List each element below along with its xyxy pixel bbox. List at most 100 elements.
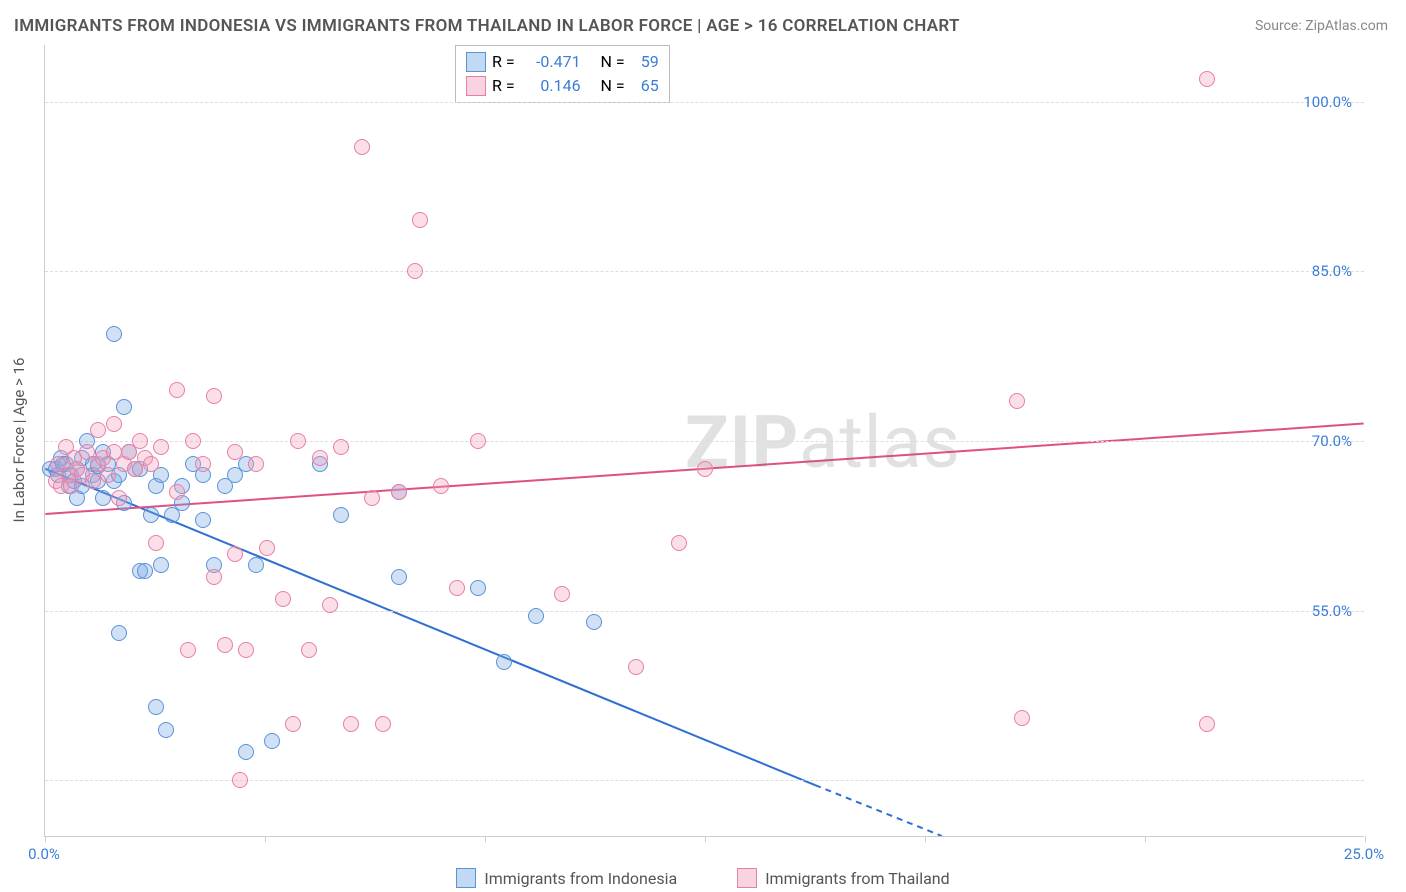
data-point: [153, 557, 169, 573]
data-point: [1199, 71, 1215, 87]
data-point: [95, 490, 111, 506]
legend-item-indonesia: Immigrants from Indonesia: [456, 868, 677, 888]
data-point: [259, 540, 275, 556]
data-point: [106, 326, 122, 342]
data-point: [528, 608, 544, 624]
y-axis-label: In Labor Force | Age > 16: [10, 358, 28, 523]
legend-row-blue: R = -0.471 N = 59: [466, 50, 659, 74]
data-point: [301, 642, 317, 658]
data-point: [333, 507, 349, 523]
gridline: [45, 102, 1364, 103]
data-point: [206, 569, 222, 585]
data-point: [628, 659, 644, 675]
data-point: [148, 699, 164, 715]
data-point: [238, 642, 254, 658]
y-tick-label: 100.0%: [1303, 93, 1352, 111]
watermark: ZIPatlas: [685, 400, 961, 485]
data-point: [100, 467, 116, 483]
legend-swatch-blue: [466, 52, 486, 72]
x-tick: [1145, 836, 1146, 842]
data-point: [496, 654, 512, 670]
n-label: N =: [601, 50, 625, 74]
data-point: [1014, 710, 1030, 726]
data-point: [143, 507, 159, 523]
legend-label: Immigrants from Thailand: [765, 869, 949, 888]
data-point: [275, 591, 291, 607]
watermark-rest: atlas: [799, 400, 961, 485]
data-point: [312, 450, 328, 466]
data-point: [185, 433, 201, 449]
data-point: [111, 625, 127, 641]
trend-line: [45, 469, 815, 785]
legend-swatch-pink: [737, 868, 757, 888]
correlation-legend: R = -0.471 N = 59 R = 0.146 N = 65: [455, 45, 670, 103]
data-point: [195, 456, 211, 472]
data-point: [554, 586, 570, 602]
data-point: [227, 444, 243, 460]
data-point: [290, 433, 306, 449]
data-point: [206, 388, 222, 404]
data-point: [470, 580, 486, 596]
trend-line-dashed: [815, 785, 942, 836]
gridline: [45, 441, 1364, 442]
x-tick: [925, 836, 926, 842]
x-tick: [485, 836, 486, 842]
gridline: [45, 611, 1364, 612]
data-point: [90, 422, 106, 438]
data-point: [180, 642, 196, 658]
legend-item-thailand: Immigrants from Thailand: [737, 868, 949, 888]
data-point: [412, 212, 428, 228]
y-tick-label: 70.0%: [1312, 432, 1352, 450]
chart-title: IMMIGRANTS FROM INDONESIA VS IMMIGRANTS …: [14, 16, 960, 36]
n-value: 59: [631, 50, 659, 74]
data-point: [671, 535, 687, 551]
data-point: [285, 716, 301, 732]
data-point: [322, 597, 338, 613]
legend-swatch-blue: [456, 868, 476, 888]
r-value: 0.146: [521, 74, 581, 98]
data-point: [697, 461, 713, 477]
data-point: [433, 478, 449, 494]
data-point: [195, 512, 211, 528]
r-label: R =: [492, 50, 515, 74]
data-point: [137, 563, 153, 579]
data-point: [343, 716, 359, 732]
n-value: 65: [631, 74, 659, 98]
y-tick-label: 85.0%: [1312, 262, 1352, 280]
r-value: -0.471: [521, 50, 581, 74]
legend-row-pink: R = 0.146 N = 65: [466, 74, 659, 98]
data-point: [106, 416, 122, 432]
x-tick: [705, 836, 706, 842]
data-point: [264, 733, 280, 749]
gridline: [45, 271, 1364, 272]
data-point: [407, 263, 423, 279]
data-point: [354, 139, 370, 155]
data-point: [85, 473, 101, 489]
n-label: N =: [601, 74, 625, 98]
source-label: Source: ZipAtlas.com: [1255, 18, 1388, 34]
plot-area: ZIPatlas R = -0.471 N = 59 R = 0.146 N =…: [44, 45, 1364, 837]
data-point: [248, 456, 264, 472]
data-point: [132, 433, 148, 449]
x-tick-label: 25.0%: [1344, 845, 1384, 863]
legend-label: Immigrants from Indonesia: [484, 869, 677, 888]
data-point: [364, 490, 380, 506]
data-point: [391, 569, 407, 585]
data-point: [227, 546, 243, 562]
data-point: [375, 716, 391, 732]
data-point: [238, 744, 254, 760]
x-tick: [265, 836, 266, 842]
data-point: [153, 439, 169, 455]
data-point: [217, 637, 233, 653]
data-point: [333, 439, 349, 455]
x-tick: [45, 836, 46, 842]
data-point: [391, 484, 407, 500]
data-point: [169, 382, 185, 398]
data-point: [248, 557, 264, 573]
data-point: [586, 614, 602, 630]
data-point: [1199, 716, 1215, 732]
series-legend: Immigrants from Indonesia Immigrants fro…: [0, 868, 1406, 888]
r-label: R =: [492, 74, 515, 98]
data-point: [116, 399, 132, 415]
data-point: [111, 490, 127, 506]
